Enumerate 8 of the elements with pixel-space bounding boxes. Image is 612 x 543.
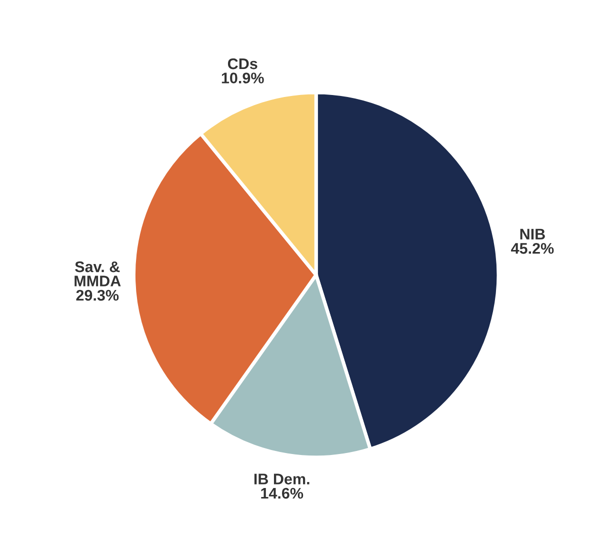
- slice-label: Sav. & MMDA: [74, 261, 121, 286]
- data-label: 14.6%: [261, 488, 304, 499]
- slice-label: IB Dem.: [254, 474, 310, 484]
- slice-label: CDs: [228, 58, 258, 70]
- data-label: 29.3%: [76, 290, 119, 301]
- data-label: 10.9%: [222, 72, 264, 84]
- data-label: 45.2%: [511, 242, 554, 254]
- slice-label: NIB: [520, 228, 545, 240]
